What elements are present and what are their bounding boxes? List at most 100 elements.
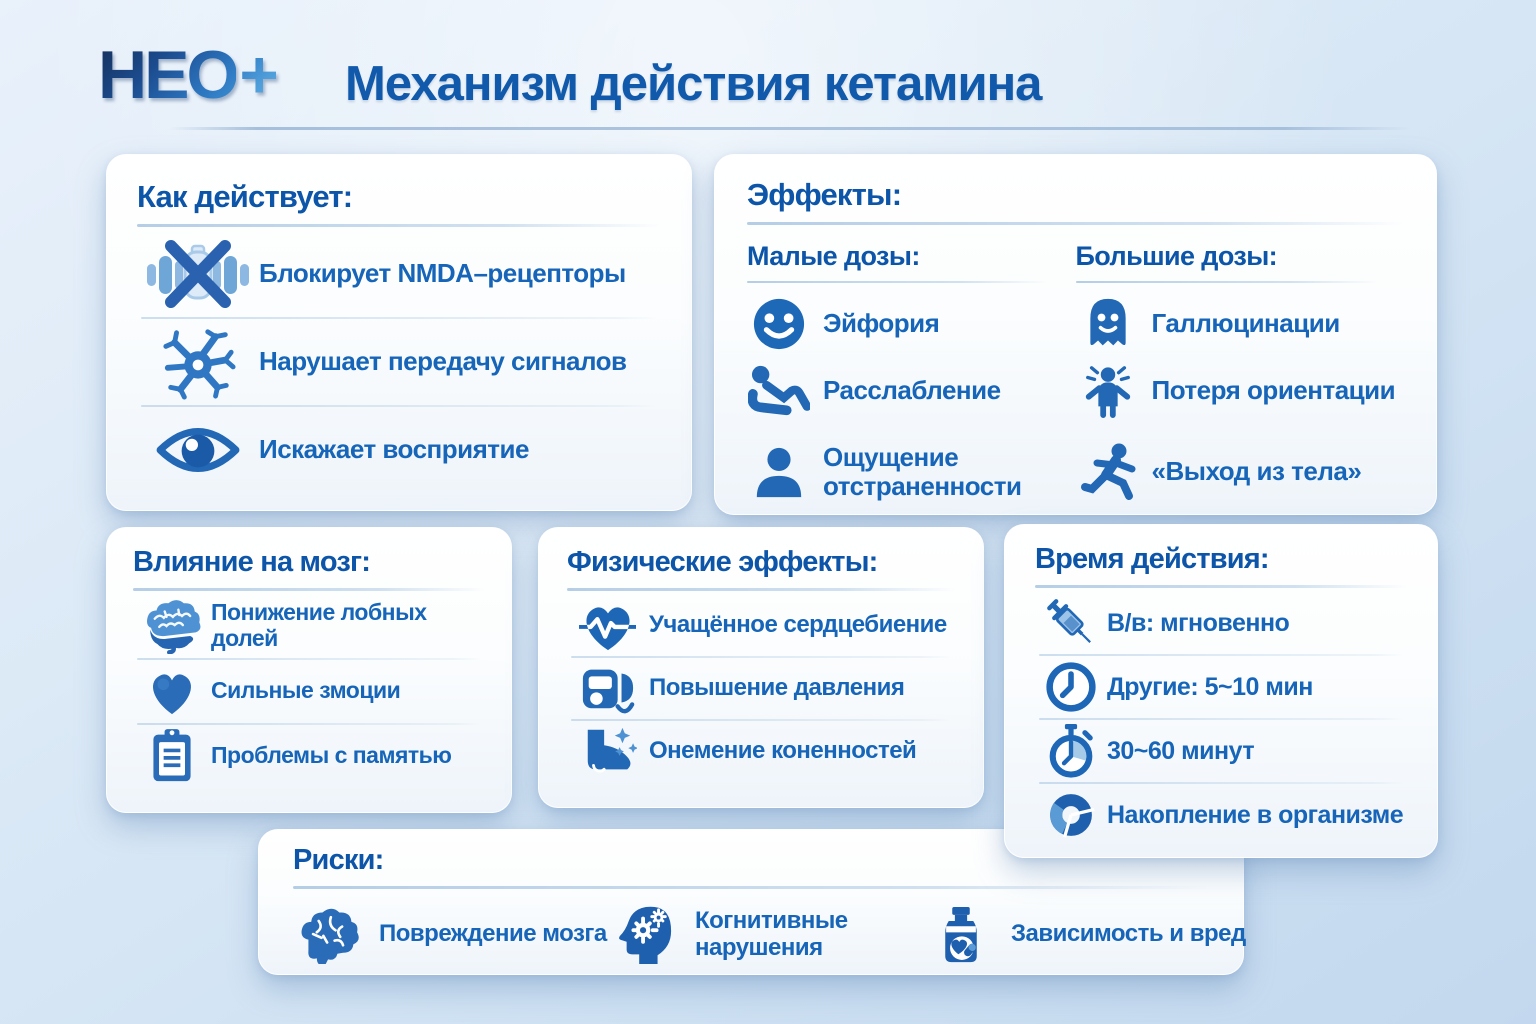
ghost-icon: [1076, 296, 1140, 352]
floating-person-icon: [1076, 442, 1140, 502]
list-item: 30~60 минут: [1035, 720, 1407, 782]
item-label: Расслабление: [823, 375, 1001, 406]
item-label: Накопление в организме: [1107, 800, 1404, 829]
item-label: В/в: мгновенно: [1107, 608, 1290, 637]
item-label: Нарушает передачу сигналов: [259, 345, 627, 376]
list-item: Повышение давления: [567, 658, 955, 719]
list-item: Сильные змоции: [133, 660, 485, 723]
list-item: Повреждение мозга: [293, 906, 609, 964]
person-icon: [747, 445, 811, 499]
list-item: Проблемы с памятью: [133, 725, 485, 788]
clock-icon: [1035, 661, 1107, 713]
small-doses-column: Малые дозы: Эйфория: [747, 241, 1076, 518]
blood-pressure-icon: [567, 660, 649, 716]
card-heading: Эффекты:: [747, 177, 902, 212]
page-title: Механизм действия кетамина: [345, 57, 1042, 111]
row-divider: [1039, 717, 1403, 720]
item-label: «Выход из тела»: [1151, 456, 1362, 487]
item-label: Когнитивные нарушения: [695, 906, 848, 961]
row-divider: [137, 722, 481, 725]
logo-text: НЕО: [98, 37, 239, 113]
row-divider: [571, 718, 951, 721]
column-heading: Большие дозы:: [1075, 240, 1278, 271]
list-item: Ощущение отстраненности: [747, 427, 1076, 517]
list-item: В/в: мгновенно: [1035, 592, 1407, 654]
item-label: Эйфория: [823, 308, 940, 339]
heading-underline: [293, 886, 1209, 889]
item-label: Повреждение мозга: [379, 920, 607, 948]
clipboard-icon: [133, 727, 211, 785]
heading-underline: [747, 222, 1404, 225]
item-label: Блокирует NMDA–рецепторы: [259, 257, 626, 288]
heading-underline: [137, 224, 661, 227]
reclining-person-icon: [747, 363, 811, 419]
item-label: Понижение лобных долей: [211, 599, 427, 651]
list-item: Другие: 5~10 мин: [1035, 656, 1407, 718]
syringe-icon: [1035, 595, 1107, 651]
logo-plus-icon: +: [239, 37, 279, 113]
card-how-it-works: Как действует: Бло: [106, 154, 692, 511]
list-item: Понижение лобных долей: [133, 595, 485, 658]
head-gears-icon: [609, 904, 681, 966]
item-label: Сильные змоции: [211, 677, 401, 704]
smiley-icon: [747, 297, 811, 351]
item-label: Повышение давления: [649, 673, 905, 701]
heading-underline: [747, 280, 1050, 283]
card-heading: Время действия:: [1035, 543, 1270, 575]
numb-foot-icon: [567, 724, 649, 778]
large-doses-column: Большие дозы: Галлюцинации: [1075, 240, 1405, 518]
row-divider: [1039, 653, 1403, 656]
list-item: Расслабление: [747, 355, 1076, 427]
heart-icon: [133, 665, 211, 717]
item-label: Проблемы с памятью: [211, 742, 452, 769]
list-item: Нарушает передачу сигналов: [137, 319, 661, 405]
disoriented-person-icon: [1076, 362, 1140, 420]
heading-underline: [567, 588, 955, 591]
column-heading: Малые дозы:: [747, 240, 920, 271]
list-item: «Выход из тела»: [1076, 427, 1405, 517]
pill-bottle-icon: [925, 905, 997, 965]
row-divider: [571, 655, 951, 658]
list-item: Онемение коненностей: [567, 721, 955, 782]
item-label: Потеря ориентации: [1151, 375, 1396, 406]
card-duration: Время действия:: [1004, 524, 1438, 858]
damaged-brain-icon: [293, 906, 365, 964]
heading-underline: [133, 588, 485, 591]
stopwatch-icon: [1035, 723, 1107, 779]
row-divider: [141, 316, 657, 319]
card-heading: Физические эффекты:: [567, 546, 878, 578]
card-risks: Риски: Повреждение мозга: [258, 829, 1246, 975]
eye-icon: [137, 418, 259, 482]
item-label: Онемение коненностей: [649, 736, 917, 764]
heading-underline: [1035, 585, 1407, 588]
card-heading: Влияние на мозг:: [133, 546, 371, 578]
list-item: Учащённое сердцебиение: [567, 595, 955, 656]
list-item: Когнитивные нарушения: [609, 904, 925, 966]
header-divider: [170, 127, 1410, 130]
list-item: Галлюцинации: [1076, 293, 1405, 355]
heartbeat-icon: [567, 597, 649, 653]
brain-icon: [133, 598, 211, 654]
item-label: Ощущение отстраненности: [823, 441, 1022, 501]
item-label: Искажает восприятие: [259, 433, 529, 464]
card-brain-impact: Влияние на мозг: Понижени: [106, 527, 512, 813]
item-label: Учащённое сердцебиение: [649, 610, 947, 638]
neuron-icon: [137, 323, 259, 401]
row-divider: [137, 657, 481, 660]
list-item: Искажает восприятие: [137, 407, 661, 493]
nmda-blocked-icon: [137, 236, 259, 312]
item-label: Зависимость и вред: [1011, 920, 1246, 948]
item-label: Другие: 5~10 мин: [1107, 672, 1313, 701]
heading-underline: [1075, 280, 1378, 283]
card-physical-effects: Физические эффекты:: [538, 527, 984, 808]
item-label: Галлюцинации: [1151, 308, 1341, 339]
list-item: Эйфория: [747, 293, 1076, 355]
list-item: Блокирует NMDA–рецепторы: [137, 231, 661, 317]
pie-chart-icon: [1035, 789, 1107, 841]
list-item: Накопление в организме: [1035, 784, 1407, 846]
row-divider: [1039, 781, 1403, 784]
row-divider: [141, 404, 657, 407]
list-item: Потеря ориентации: [1076, 355, 1405, 427]
card-effects: Эффекты: Малые дозы:: [714, 154, 1437, 515]
